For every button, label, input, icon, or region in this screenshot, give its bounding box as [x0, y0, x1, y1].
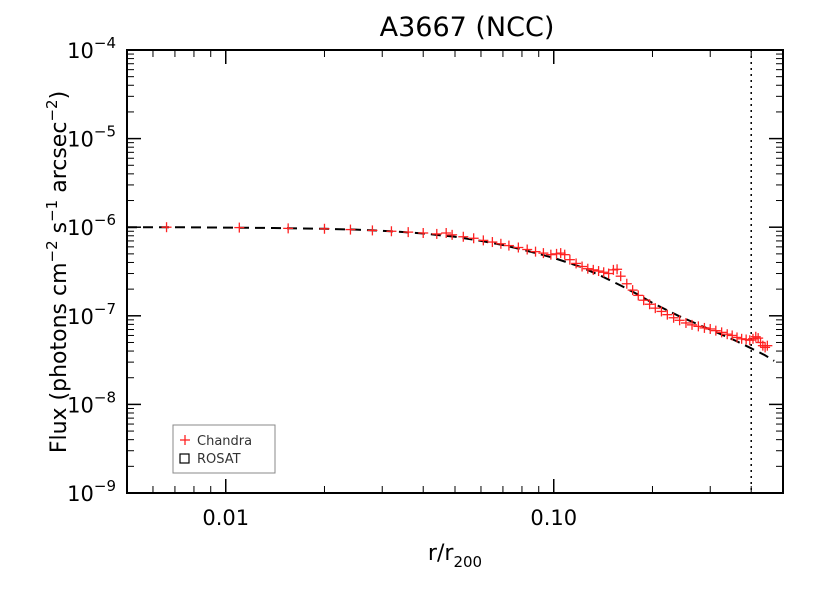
chandra-point [668, 312, 679, 323]
chandra-point [403, 227, 414, 238]
chandra-point [662, 309, 673, 320]
chandra-point [468, 233, 479, 244]
x-axis-label: r/r200 [428, 541, 482, 571]
chandra-point [234, 222, 245, 233]
chandra-point [593, 266, 604, 277]
chandra-point [598, 267, 609, 278]
chandra-point [687, 319, 698, 330]
chandra-points [161, 222, 773, 353]
chandra-point [345, 224, 356, 235]
chandra-point [680, 317, 691, 328]
chandra-point [716, 327, 727, 338]
chandra-point [621, 278, 632, 289]
chandra-point [564, 254, 575, 265]
chandra-point [750, 331, 761, 342]
chandra-point [458, 231, 469, 242]
chandra-point [577, 261, 588, 272]
legend-box [172, 424, 276, 474]
chandra-point [638, 295, 649, 306]
chandra-point [710, 325, 721, 336]
chandra-point [319, 223, 330, 234]
chandra-point [386, 226, 397, 237]
chandra-point [693, 321, 704, 332]
chandra-point [656, 306, 667, 317]
chandra-point [762, 340, 773, 351]
chandra-point [538, 248, 549, 259]
model-dashed-line [127, 226, 775, 362]
chandra-point [441, 228, 452, 239]
chandra-point [478, 235, 489, 246]
chandra-point [559, 249, 570, 260]
chandra-point [633, 290, 644, 301]
chandra-point [513, 242, 524, 253]
chandra-point [753, 333, 764, 344]
chandra-point [650, 303, 661, 314]
x-tick-label: 0.01 [202, 506, 249, 530]
y-tick-label: 10−8 [67, 388, 116, 417]
x-tick-labels: 0.01 0.10 [202, 506, 577, 530]
chandra-point [674, 315, 685, 326]
axis-ticks [126, 49, 784, 494]
chandra-point [495, 238, 506, 249]
chandra-point [503, 240, 514, 251]
chandra-point [722, 329, 733, 340]
chandra-point [731, 332, 742, 343]
chandra-point [555, 248, 566, 259]
chandra-point [447, 229, 458, 240]
chandra-point [582, 263, 593, 274]
chandra-point [727, 330, 738, 341]
chandra-point [760, 342, 771, 353]
y-tick-label: 10−4 [67, 34, 116, 63]
chandra-point [588, 264, 599, 275]
x-tick-label: 0.10 [530, 506, 577, 530]
chandra-point [161, 222, 172, 233]
y-tick-labels: 10−9 10−8 10−7 10−6 10−5 10−4 [67, 34, 116, 506]
chart-title: A3667 (NCC) [380, 12, 555, 43]
y-axis-label: Flux (photons cm−2 s−1 arcsec−2) [43, 91, 72, 453]
chandra-point [530, 246, 541, 257]
legend-chandra-marker [180, 435, 190, 445]
chandra-point [522, 244, 533, 255]
chandra-point [615, 271, 626, 282]
y-tick-label: 10−9 [67, 477, 116, 506]
chandra-point [431, 228, 442, 239]
chandra-point [736, 333, 747, 344]
legend-chandra-label: Chandra [197, 434, 252, 449]
chandra-point [627, 285, 638, 296]
chandra-point [418, 228, 429, 239]
chandra-point [487, 237, 498, 248]
y-tick-label: 10−6 [67, 211, 116, 240]
legend-rosat-label: ROSAT [197, 452, 241, 467]
chandra-point [612, 264, 623, 275]
chandra-point [283, 223, 294, 234]
y-tick-label: 10−7 [67, 300, 116, 329]
chandra-point [551, 248, 562, 259]
chandra-point [644, 299, 655, 310]
chandra-point [545, 249, 556, 260]
chandra-point [699, 322, 710, 333]
chandra-point [571, 258, 582, 269]
chandra-point [367, 225, 378, 236]
y-tick-label: 10−5 [67, 123, 116, 152]
legend-rosat-marker [179, 453, 190, 464]
chandra-point [705, 323, 716, 334]
legend: Chandra ROSAT [172, 424, 276, 474]
